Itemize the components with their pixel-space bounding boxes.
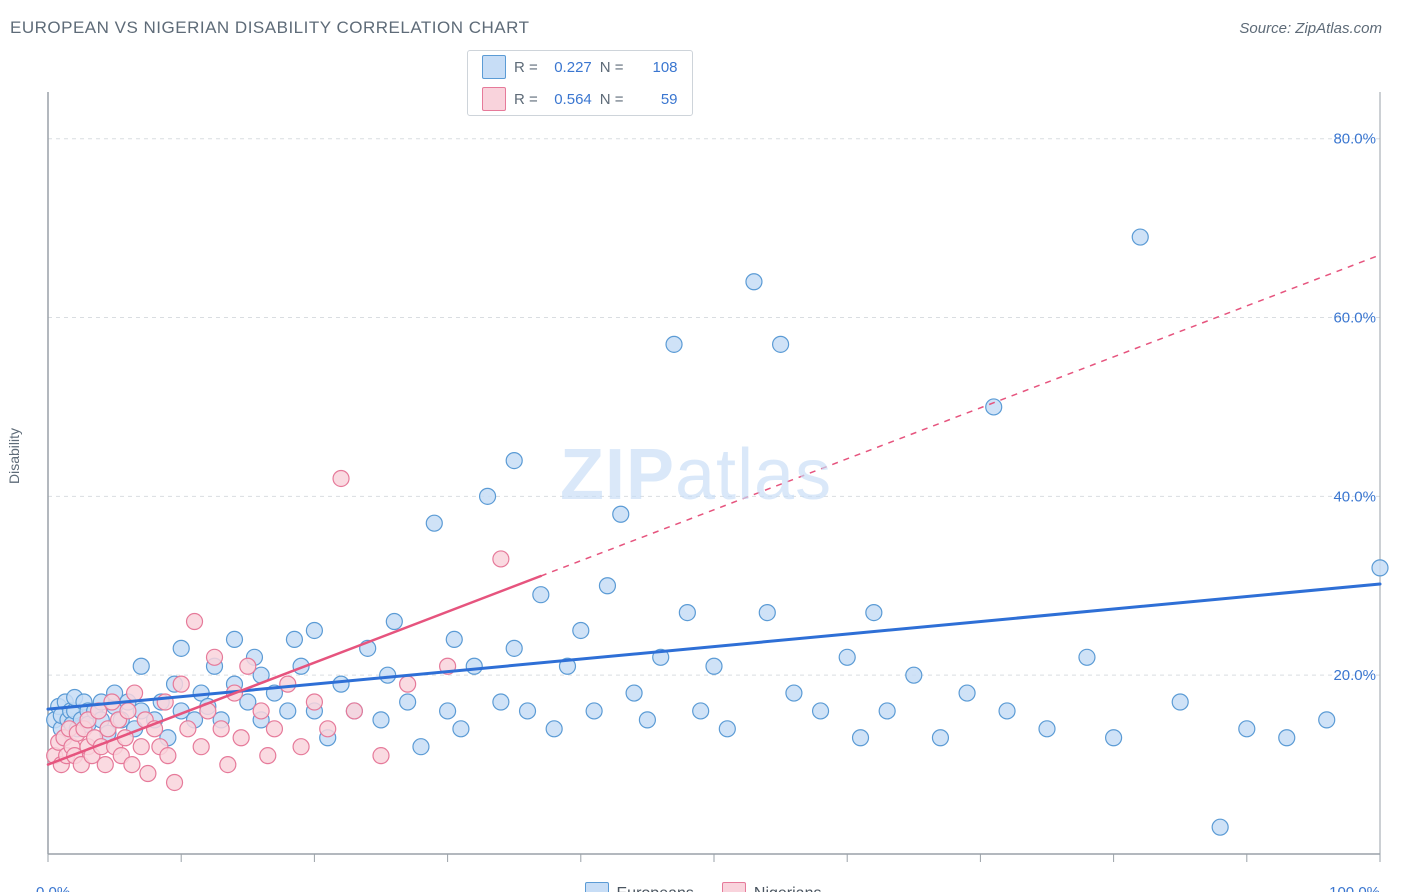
svg-text:20.0%: 20.0% bbox=[1333, 667, 1376, 684]
r-label: R = bbox=[514, 59, 538, 76]
svg-text:40.0%: 40.0% bbox=[1333, 488, 1376, 505]
legend-row-nigerians: R = 0.564 N = 59 bbox=[468, 83, 692, 115]
n-value-nigerians: 59 bbox=[632, 91, 678, 108]
legend-label-nigerians: Nigerians bbox=[754, 885, 822, 892]
chart-title: EUROPEAN VS NIGERIAN DISABILITY CORRELAT… bbox=[10, 18, 530, 38]
n-label: N = bbox=[600, 59, 624, 76]
series-legend: Europeans Nigerians bbox=[0, 882, 1406, 892]
swatch-pink-icon bbox=[722, 882, 746, 892]
swatch-pink-icon bbox=[482, 87, 506, 111]
source-credit: Source: ZipAtlas.com bbox=[1239, 20, 1382, 37]
n-label: N = bbox=[600, 91, 624, 108]
y-axis-label: Disability bbox=[6, 428, 22, 484]
r-label: R = bbox=[514, 91, 538, 108]
legend-item-nigerians: Nigerians bbox=[722, 882, 822, 892]
scatter-chart: 20.0% 40.0% 60.0% 80.0% bbox=[0, 44, 1406, 874]
legend-label-europeans: Europeans bbox=[617, 885, 694, 892]
legend-item-europeans: Europeans bbox=[585, 882, 694, 892]
legend-row-europeans: R = 0.227 N = 108 bbox=[468, 51, 692, 83]
plot-area: Disability ZIPatlas 20.0%40.0%60.0%80.0%… bbox=[0, 44, 1406, 874]
n-value-europeans: 108 bbox=[632, 59, 678, 76]
svg-text:60.0%: 60.0% bbox=[1333, 310, 1376, 327]
r-value-nigerians: 0.564 bbox=[546, 91, 592, 108]
swatch-blue-icon bbox=[585, 882, 609, 892]
correlation-legend: R = 0.227 N = 108 R = 0.564 N = 59 bbox=[467, 50, 693, 116]
r-value-europeans: 0.227 bbox=[546, 59, 592, 76]
svg-text:80.0%: 80.0% bbox=[1333, 131, 1376, 148]
swatch-blue-icon bbox=[482, 55, 506, 79]
